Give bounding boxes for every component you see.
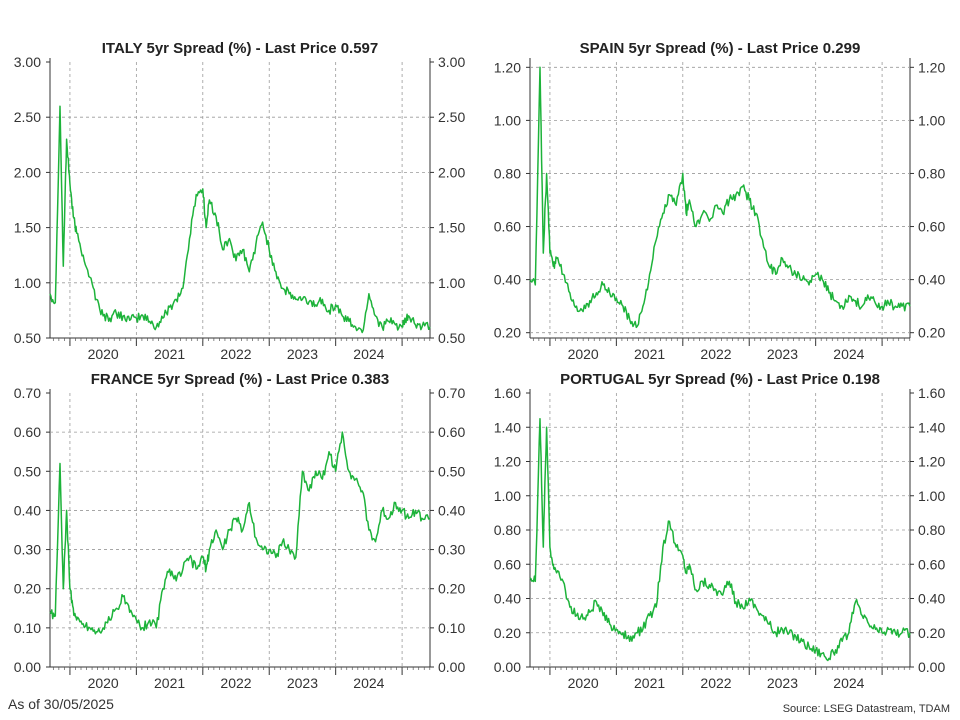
spain-x-label: 2023 <box>767 346 798 362</box>
spain-x-label: 2021 <box>634 346 665 362</box>
france-y-label-right: 0.50 <box>438 463 465 479</box>
source-note: Source: LSEG Datastream, TDAM <box>782 703 950 715</box>
france-y-label-left: 0.60 <box>14 424 41 440</box>
italy-panel: ITALY 5yr Spread (%) - Last Price 0.597 0… <box>14 40 466 362</box>
france-y-label-right: 0.10 <box>438 620 465 636</box>
italy-y-label-left: 1.00 <box>14 275 41 291</box>
spain-y-label-right: 0.40 <box>918 272 945 288</box>
france-y-label-left: 0.00 <box>14 659 41 675</box>
france-y-label-right: 0.70 <box>438 385 465 401</box>
portugal-x-label: 2021 <box>634 675 665 691</box>
portugal-y-label-left: 0.20 <box>494 625 521 641</box>
portugal-y-label-left: 0.60 <box>494 556 521 572</box>
italy-title: ITALY 5yr Spread (%) - Last Price 0.597 <box>102 40 379 57</box>
portugal-y-label-right: 0.60 <box>918 556 945 572</box>
italy-x-label: 2022 <box>220 346 251 362</box>
france-y-label-left: 0.50 <box>14 463 41 479</box>
spain-y-label-left: 1.20 <box>494 59 521 75</box>
italy-spread-line <box>49 105 431 334</box>
spain-y-label-right: 0.20 <box>918 325 945 341</box>
france-y-label-right: 0.60 <box>438 424 465 440</box>
spain-y-label-left: 0.80 <box>494 165 521 181</box>
france-y-label-left: 0.10 <box>14 620 41 636</box>
spain-y-label-left: 1.00 <box>494 112 521 128</box>
portugal-y-label-right: 1.60 <box>918 385 945 401</box>
spain-y-label-right: 1.20 <box>918 59 945 75</box>
spain-x-label: 2022 <box>700 346 731 362</box>
france-x-label: 2020 <box>88 675 119 691</box>
portugal-y-label-left: 1.60 <box>494 385 521 401</box>
france-x-label: 2022 <box>220 675 251 691</box>
italy-y-label-left: 3.00 <box>14 54 41 70</box>
italy-y-label-right: 3.00 <box>438 54 465 70</box>
italy-y-label-right: 0.50 <box>438 330 465 346</box>
portugal-spread-line <box>529 417 911 662</box>
italy-y-label-right: 1.50 <box>438 220 465 236</box>
france-x-label: 2021 <box>154 675 185 691</box>
portugal-y-label-right: 0.20 <box>918 625 945 641</box>
portugal-y-label-left: 0.40 <box>494 591 521 607</box>
france-y-label-right: 0.20 <box>438 581 465 597</box>
spain-y-label-right: 1.00 <box>918 112 945 128</box>
portugal-x-label: 2022 <box>700 675 731 691</box>
portugal-y-label-right: 1.00 <box>918 488 945 504</box>
spain-y-label-right: 0.60 <box>918 219 945 235</box>
portugal-y-label-right: 1.20 <box>918 454 945 470</box>
portugal-y-label-left: 1.00 <box>494 488 521 504</box>
italy-y-label-left: 2.00 <box>14 164 41 180</box>
france-x-label: 2023 <box>287 675 318 691</box>
italy-y-label-left: 1.50 <box>14 220 41 236</box>
france-y-label-right: 0.00 <box>438 659 465 675</box>
italy-x-label: 2024 <box>353 346 384 362</box>
italy-y-label-right: 1.00 <box>438 275 465 291</box>
portugal-y-label-left: 1.40 <box>494 419 521 435</box>
italy-y-label-left: 0.50 <box>14 330 41 346</box>
france-y-label-left: 0.70 <box>14 385 41 401</box>
portugal-y-label-right: 0.80 <box>918 522 945 538</box>
italy-x-label: 2021 <box>154 346 185 362</box>
portugal-y-label-left: 0.80 <box>494 522 521 538</box>
italy-x-label: 2023 <box>287 346 318 362</box>
spain-x-label: 2020 <box>568 346 599 362</box>
spain-y-label-left: 0.20 <box>494 325 521 341</box>
france-y-label-left: 0.30 <box>14 542 41 558</box>
portugal-y-label-right: 0.00 <box>918 659 945 675</box>
spain-y-label-left: 0.40 <box>494 272 521 288</box>
as-of-date: As of 30/05/2025 <box>8 696 114 712</box>
spain-x-label: 2024 <box>833 346 864 362</box>
spain-title: SPAIN 5yr Spread (%) - Last Price 0.299 <box>580 40 861 57</box>
portugal-x-label: 2024 <box>833 675 864 691</box>
france-y-label-right: 0.40 <box>438 502 465 518</box>
italy-y-label-right: 2.00 <box>438 164 465 180</box>
spain-y-label-right: 0.80 <box>918 165 945 181</box>
france-spread-line <box>49 431 431 635</box>
portugal-title: PORTUGAL 5yr Spread (%) - Last Price 0.1… <box>560 371 880 388</box>
italy-y-label-left: 2.50 <box>14 109 41 125</box>
france-y-label-left: 0.40 <box>14 502 41 518</box>
france-x-label: 2024 <box>353 675 384 691</box>
france-y-label-right: 0.30 <box>438 542 465 558</box>
spain-panel: SPAIN 5yr Spread (%) - Last Price 0.299 0… <box>494 40 946 362</box>
portugal-y-label-left: 0.00 <box>494 659 521 675</box>
italy-x-label: 2020 <box>88 346 119 362</box>
spain-y-label-left: 0.60 <box>494 219 521 235</box>
italy-y-label-right: 2.50 <box>438 109 465 125</box>
france-panel: FRANCE 5yr Spread (%) - Last Price 0.383… <box>14 371 466 691</box>
france-title: FRANCE 5yr Spread (%) - Last Price 0.383 <box>91 371 389 388</box>
portugal-y-label-left: 1.20 <box>494 454 521 470</box>
france-y-label-left: 0.20 <box>14 581 41 597</box>
portugal-y-label-right: 0.40 <box>918 591 945 607</box>
portugal-panel: PORTUGAL 5yr Spread (%) - Last Price 0.1… <box>494 371 946 691</box>
portugal-x-label: 2020 <box>568 675 599 691</box>
portugal-y-label-right: 1.40 <box>918 419 945 435</box>
portugal-x-label: 2023 <box>767 675 798 691</box>
spain-spread-line <box>529 66 911 329</box>
